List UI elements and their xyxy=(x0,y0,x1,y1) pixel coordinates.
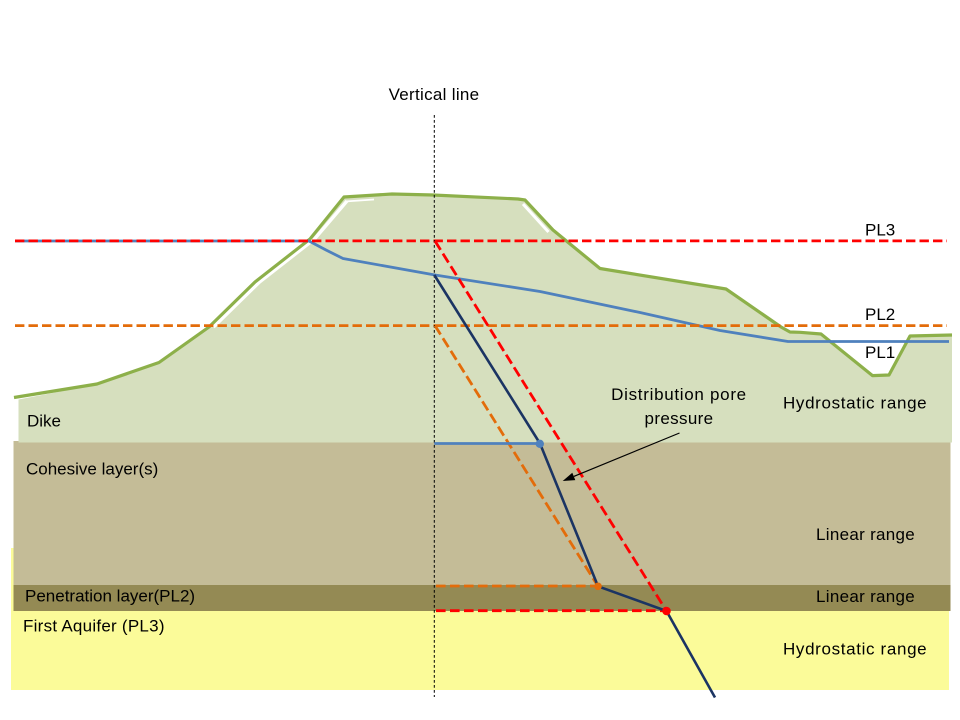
svg-text:Cohesive layer(s): Cohesive layer(s) xyxy=(26,460,158,479)
svg-text:Vertical line: Vertical line xyxy=(389,85,480,104)
svg-text:PL2: PL2 xyxy=(865,305,895,324)
svg-text:Distribution pore: Distribution pore xyxy=(611,385,747,404)
svg-text:PL3: PL3 xyxy=(865,221,895,240)
svg-text:pressure: pressure xyxy=(645,409,714,428)
svg-text:First Aquifer (PL3): First Aquifer (PL3) xyxy=(23,617,165,636)
svg-text:PL1: PL1 xyxy=(865,343,895,362)
svg-text:Linear range: Linear range xyxy=(816,587,915,606)
svg-text:Hydrostatic range: Hydrostatic range xyxy=(783,640,927,659)
svg-text:Penetration layer(PL2): Penetration layer(PL2) xyxy=(25,587,195,606)
svg-text:Dike: Dike xyxy=(27,412,61,431)
svg-text:Linear range: Linear range xyxy=(816,525,915,544)
svg-text:Hydrostatic range: Hydrostatic range xyxy=(783,394,927,413)
